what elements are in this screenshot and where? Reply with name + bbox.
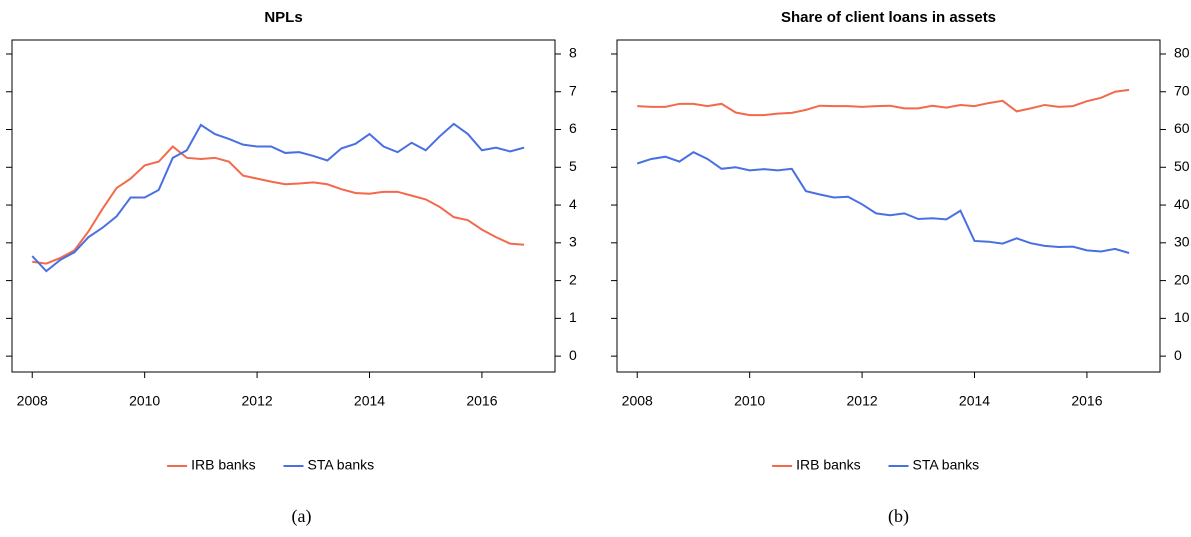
y-tick-label: 0: [1174, 347, 1182, 363]
y-tick-label: 8: [569, 45, 577, 61]
series-line: [636, 151, 1130, 254]
series-line: [32, 145, 525, 265]
y-tick-label: 30: [1174, 234, 1190, 250]
x-tick-label: 2010: [734, 393, 765, 409]
x-tick-label: 2016: [466, 393, 497, 409]
y-tick-label: 6: [569, 120, 577, 136]
y-tick-label: 80: [1174, 45, 1190, 61]
series-line: [31, 122, 525, 273]
x-tick-label: 2008: [622, 393, 653, 409]
x-tick-label: 2010: [129, 393, 160, 409]
x-tick-label: 2016: [1071, 393, 1102, 409]
y-tick-label: 20: [1174, 271, 1190, 287]
x-tick-label: 2008: [17, 393, 48, 409]
y-tick-label: 2: [569, 271, 577, 287]
y-tick-label: 50: [1174, 158, 1190, 174]
x-tick-label: 2014: [959, 393, 990, 409]
chart-title: NPLs: [264, 9, 302, 26]
y-tick-label: 4: [569, 196, 577, 212]
chart-title: Share of client loans in assets: [781, 9, 996, 26]
plot-frame: [11, 39, 556, 373]
y-tick-label: 70: [1174, 82, 1190, 98]
y-tick-label: 7: [569, 82, 577, 98]
plot-frame: [616, 39, 1161, 373]
y-tick-label: 1: [569, 309, 577, 325]
legend-label: STA banks: [913, 457, 980, 473]
legend-label: IRB banks: [191, 457, 256, 473]
y-tick-label: 3: [569, 234, 577, 250]
caption: (b): [888, 506, 909, 527]
y-tick-label: 0: [569, 347, 577, 363]
caption: (a): [292, 506, 312, 527]
x-tick-label: 2012: [242, 393, 273, 409]
series-line: [637, 88, 1130, 117]
x-tick-label: 2012: [847, 393, 878, 409]
y-tick-label: 60: [1174, 120, 1190, 136]
x-tick-label: 2014: [354, 393, 385, 409]
y-tick-label: 40: [1174, 196, 1190, 212]
legend-label: IRB banks: [796, 457, 861, 473]
y-tick-label: 10: [1174, 309, 1190, 325]
y-tick-label: 5: [569, 158, 577, 174]
legend-label: STA banks: [308, 457, 375, 473]
